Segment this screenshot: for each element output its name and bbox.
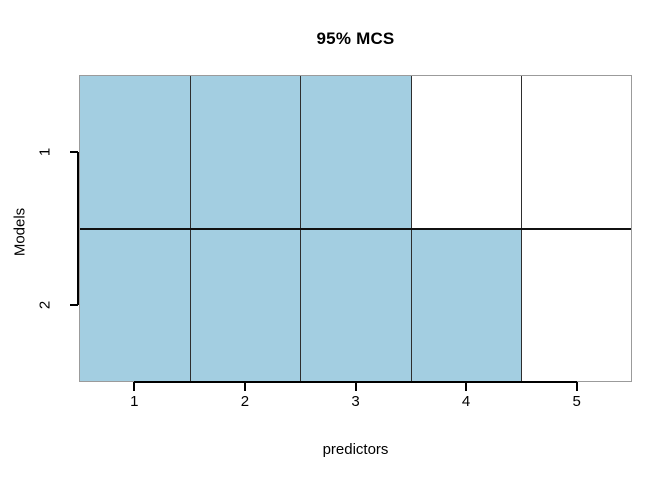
x-tick-label-4: 4 (461, 393, 471, 410)
y-tick-2 (70, 304, 78, 307)
x-tick-label-1: 1 (130, 393, 139, 410)
mcs-cell-model1-predictor2 (190, 76, 301, 229)
x-axis-label: predictors (322, 441, 389, 458)
x-tick-label-3: 3 (351, 393, 360, 410)
mcs-cell-model2-predictor2 (190, 228, 301, 381)
y-tick-label-1: 1 (36, 147, 54, 156)
y-tick-1 (70, 150, 78, 153)
mcs-cell-model1-predictor5 (520, 76, 631, 229)
x-tick-5 (575, 382, 578, 391)
x-axis-ticks (79, 382, 632, 392)
plot-area (79, 75, 632, 382)
mcs-cell-model2-predictor1 (80, 228, 191, 381)
x-tick-2 (243, 382, 246, 391)
x-tick-4 (465, 382, 468, 391)
mcs-cell-model2-predictor3 (300, 228, 411, 381)
mcs-cell-model1-predictor1 (80, 76, 191, 229)
x-tick-label-2: 2 (240, 393, 250, 410)
y-axis-label: Models (11, 207, 29, 257)
mcs-cell-model1-predictor4 (410, 76, 521, 229)
x-tick-3 (354, 382, 357, 391)
grid-hline-1 (80, 227, 631, 230)
y-tick-label-2: 2 (36, 301, 54, 310)
x-axis-tick-labels: 1 2 3 4 5 (79, 394, 632, 412)
x-tick-label-5: 5 (572, 393, 581, 410)
x-tick-1 (133, 382, 136, 391)
mcs-cell-model1-predictor3 (300, 76, 411, 229)
chart-title: 95% MCS (316, 29, 395, 48)
mcs-cell-model2-predictor5 (520, 228, 631, 381)
mcs-cell-model2-predictor4 (410, 228, 521, 381)
y-axis-line (77, 151, 79, 306)
